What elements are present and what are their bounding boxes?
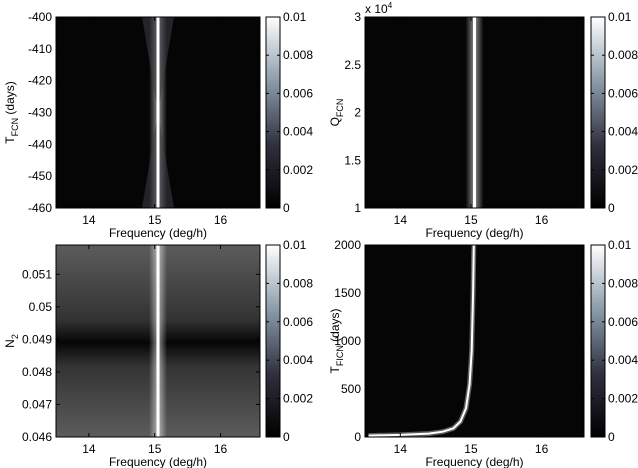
colorbar-tick-label: 0.006 bbox=[283, 86, 313, 100]
y-tick-label: 1 bbox=[354, 201, 361, 215]
colorbar-tick-label: 0 bbox=[608, 430, 615, 444]
y-label-main: T bbox=[3, 136, 17, 144]
colorbar-fill bbox=[590, 244, 606, 438]
colorbar-fill bbox=[265, 244, 281, 438]
colorbar-tick-label: 0.004 bbox=[283, 353, 313, 367]
colorbar: 0 0.002 0.004 0.006 0.008 0.01 bbox=[590, 10, 638, 215]
colorbar-tick-label: 0.004 bbox=[608, 353, 638, 367]
colorbar-fill bbox=[265, 16, 281, 209]
y-axis-label: N2 bbox=[3, 334, 20, 348]
x-tick-label: 14 bbox=[82, 213, 96, 227]
x-tick-label: 14 bbox=[82, 442, 96, 456]
colorbar-fill bbox=[590, 16, 606, 209]
x-tick-label: 14 bbox=[394, 442, 408, 456]
y-axis-label: TFICN (days) bbox=[328, 308, 345, 373]
y-tick-label: 0.047 bbox=[22, 397, 52, 411]
panel-4: 14 15 16 Frequency (deg/h) 0 500 1000 1500 2000 T… bbox=[328, 238, 638, 468]
axes-frame bbox=[55, 244, 261, 438]
colorbar-tick-label: 0.004 bbox=[283, 125, 313, 139]
colorbar: 0 0.002 0.004 0.006 0.008 0.01 bbox=[265, 238, 313, 444]
y-tick-label: 0.05 bbox=[29, 300, 53, 314]
y-tick-label: 0.049 bbox=[22, 332, 52, 346]
x-tick-label: 15 bbox=[464, 442, 478, 456]
colorbar-tick-label: 0.008 bbox=[608, 276, 638, 290]
colorbar-tick-label: 0.01 bbox=[608, 10, 632, 24]
panel-2: 14 15 16 Frequency (deg/h) 1 1.5 2 2.5 3 QFCN x 10… bbox=[328, 1, 638, 240]
y-tick-label: 0.051 bbox=[22, 267, 52, 281]
y-tick-label: -420 bbox=[28, 74, 52, 88]
colorbar-tick-label: 0.01 bbox=[283, 238, 307, 252]
y-tick-label: 0 bbox=[354, 430, 361, 444]
y-label-subscript: FICN bbox=[335, 345, 345, 366]
x-tick-label: 16 bbox=[214, 213, 228, 227]
y-tick-label: 2000 bbox=[334, 238, 361, 252]
y-tick-label: 500 bbox=[341, 382, 361, 396]
colorbar-tick-label: 0.002 bbox=[608, 392, 638, 406]
y-label-units: (days) bbox=[3, 81, 17, 118]
y-axis-label: QFCN bbox=[328, 99, 345, 127]
colorbar-tick-label: 0.008 bbox=[283, 276, 313, 290]
y-tick-label: -460 bbox=[28, 201, 52, 215]
colorbar-tick-label: 0.002 bbox=[283, 392, 313, 406]
y-label-subscript: 2 bbox=[10, 334, 20, 339]
y-tick-label: 1500 bbox=[334, 286, 361, 300]
y-tick-label: -410 bbox=[28, 42, 52, 56]
y-tick-label: 0.046 bbox=[22, 430, 52, 444]
colorbar-tick-label: 0 bbox=[608, 201, 615, 215]
y-tick-label: 0.048 bbox=[22, 365, 52, 379]
colorbar-tick-label: 0 bbox=[283, 201, 290, 215]
x-tick-label: 15 bbox=[464, 213, 478, 227]
y-tick-label: -450 bbox=[28, 169, 52, 183]
x-tick-label: 16 bbox=[535, 213, 549, 227]
y-tick-label: -430 bbox=[28, 106, 52, 120]
colorbar-tick-label: 0.002 bbox=[608, 163, 638, 177]
colorbar-tick-label: 0.01 bbox=[608, 238, 632, 252]
y-tick-label: 3 bbox=[354, 10, 361, 24]
panel-3: 14 15 16 Frequency (deg/h) 0.046 0.047 0.048 0.… bbox=[3, 238, 313, 468]
y-tick-label: 2.5 bbox=[344, 58, 361, 72]
x-tick-label: 14 bbox=[394, 213, 408, 227]
y-tick-label: 1000 bbox=[334, 334, 361, 348]
colorbar: 0 0.002 0.004 0.006 0.008 0.01 bbox=[590, 238, 638, 444]
x-axis-label: Frequency (deg/h) bbox=[109, 226, 207, 240]
y-tick-label: -400 bbox=[28, 10, 52, 24]
colorbar-tick-label: 0.004 bbox=[608, 125, 638, 139]
panel-1: 14 15 16 Frequency (deg/h) -460 -450 -440 -430 -… bbox=[3, 10, 313, 240]
multiplier-exponent: 4 bbox=[388, 1, 393, 10]
x-tick-label: 15 bbox=[148, 213, 162, 227]
colorbar-tick-label: 0.008 bbox=[283, 48, 313, 62]
x-axis-label: Frequency (deg/h) bbox=[425, 455, 523, 468]
y-label-subscript: FCN bbox=[335, 99, 345, 118]
y-axis-multiplier: x 104 bbox=[365, 1, 393, 16]
y-label-main: T bbox=[328, 366, 342, 374]
colorbar-tick-label: 0 bbox=[283, 430, 290, 444]
x-tick-label: 16 bbox=[535, 442, 549, 456]
y-tick-label: 1.5 bbox=[344, 153, 361, 167]
x-axis-label: Frequency (deg/h) bbox=[425, 226, 523, 240]
ridge-curve bbox=[368, 244, 475, 437]
colorbar-tick-label: 0.006 bbox=[283, 315, 313, 329]
y-tick-label: 2 bbox=[354, 106, 361, 120]
colorbar-tick-label: 0.006 bbox=[608, 315, 638, 329]
colorbar: 0 0.002 0.004 0.006 0.008 0.01 bbox=[265, 10, 313, 215]
colorbar-tick-label: 0.008 bbox=[608, 48, 638, 62]
x-tick-label: 15 bbox=[148, 442, 162, 456]
colorbar-tick-label: 0.006 bbox=[608, 86, 638, 100]
y-label-units: (days) bbox=[328, 308, 342, 345]
y-label-main: N bbox=[3, 339, 17, 348]
colorbar-tick-label: 0.01 bbox=[283, 10, 307, 24]
y-axis-label: TFCN (days) bbox=[3, 81, 20, 144]
heatmap-background bbox=[365, 245, 584, 437]
y-tick-label: -440 bbox=[28, 137, 52, 151]
multiplier-base: x 10 bbox=[365, 2, 388, 16]
colorbar-tick-label: 0.002 bbox=[283, 163, 313, 177]
y-label-main: Q bbox=[328, 117, 342, 126]
x-tick-label: 16 bbox=[214, 442, 228, 456]
y-label-subscript: FCN bbox=[10, 118, 20, 137]
x-axis-label: Frequency (deg/h) bbox=[109, 455, 207, 468]
